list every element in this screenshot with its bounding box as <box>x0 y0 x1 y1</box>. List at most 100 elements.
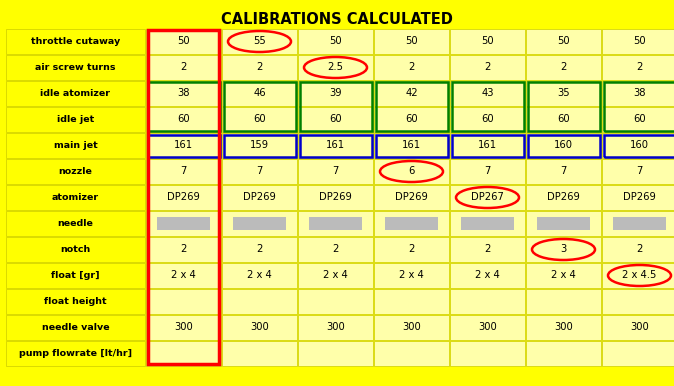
Bar <box>537 217 590 230</box>
Bar <box>298 107 373 132</box>
Bar <box>6 29 145 54</box>
Bar <box>602 237 674 262</box>
Bar <box>450 341 525 366</box>
Bar <box>222 289 297 314</box>
Bar <box>146 29 221 54</box>
Text: 7: 7 <box>636 166 643 176</box>
Bar <box>374 81 449 106</box>
Bar <box>602 29 674 54</box>
Text: DP267: DP267 <box>471 193 504 203</box>
Bar <box>450 211 525 236</box>
Bar <box>450 107 525 132</box>
Text: 160: 160 <box>630 141 649 151</box>
Bar <box>374 211 449 236</box>
Bar <box>602 107 674 132</box>
Bar <box>6 263 145 288</box>
Bar <box>222 263 297 288</box>
Bar <box>6 315 145 340</box>
Bar <box>146 263 221 288</box>
Bar <box>298 29 373 54</box>
Text: idle jet: idle jet <box>57 115 94 124</box>
Text: throttle cutaway: throttle cutaway <box>31 37 120 46</box>
Text: 2 x 4.5: 2 x 4.5 <box>622 271 656 281</box>
Bar <box>526 263 601 288</box>
Text: 160: 160 <box>554 141 573 151</box>
Text: 300: 300 <box>478 322 497 332</box>
Text: 50: 50 <box>329 37 342 46</box>
Text: air screw turns: air screw turns <box>35 63 116 72</box>
Text: 300: 300 <box>630 322 649 332</box>
Bar <box>146 185 221 210</box>
Bar <box>526 185 601 210</box>
Text: 6: 6 <box>408 166 415 176</box>
Text: 60: 60 <box>481 115 494 125</box>
Text: notch: notch <box>61 245 90 254</box>
Bar <box>526 107 601 132</box>
Text: 39: 39 <box>329 88 342 98</box>
Text: 300: 300 <box>174 322 193 332</box>
Bar <box>146 315 221 340</box>
Bar <box>6 289 145 314</box>
Text: 2: 2 <box>560 63 567 73</box>
Text: CALIBRATIONS CALCULATED: CALIBRATIONS CALCULATED <box>221 12 453 27</box>
Bar <box>146 55 221 80</box>
Bar <box>298 263 373 288</box>
Text: 2.5: 2.5 <box>328 63 344 73</box>
Bar <box>146 237 221 262</box>
Bar <box>222 81 297 106</box>
Bar <box>6 55 145 80</box>
Bar <box>602 289 674 314</box>
Text: 2: 2 <box>181 244 187 254</box>
Text: 60: 60 <box>557 115 570 125</box>
Text: 2: 2 <box>408 244 415 254</box>
Bar <box>148 30 219 364</box>
Bar <box>374 159 449 184</box>
Bar <box>613 217 666 230</box>
Bar <box>222 211 297 236</box>
Bar <box>298 341 373 366</box>
Text: DP269: DP269 <box>547 193 580 203</box>
Text: 7: 7 <box>560 166 567 176</box>
Text: main jet: main jet <box>54 141 97 150</box>
Bar <box>298 81 373 106</box>
Text: needle valve: needle valve <box>42 323 109 332</box>
Text: 43: 43 <box>481 88 494 98</box>
Bar <box>222 29 297 54</box>
Text: needle: needle <box>57 219 94 228</box>
Bar <box>222 341 297 366</box>
Text: float [gr]: float [gr] <box>51 271 100 280</box>
Text: 2: 2 <box>636 244 643 254</box>
Bar <box>148 134 220 156</box>
Bar <box>146 133 221 158</box>
Text: 2 x 4: 2 x 4 <box>323 271 348 281</box>
Text: 2: 2 <box>332 244 339 254</box>
Bar <box>146 107 221 132</box>
Text: 35: 35 <box>557 88 570 98</box>
Bar <box>602 263 674 288</box>
Text: idle atomizer: idle atomizer <box>40 89 111 98</box>
Bar <box>374 289 449 314</box>
Text: 7: 7 <box>181 166 187 176</box>
Bar <box>526 55 601 80</box>
Bar <box>374 185 449 210</box>
Bar <box>222 159 297 184</box>
Text: 7: 7 <box>332 166 339 176</box>
Text: 300: 300 <box>402 322 421 332</box>
Bar <box>146 81 221 106</box>
Bar <box>461 217 514 230</box>
Text: 300: 300 <box>326 322 345 332</box>
Bar <box>374 341 449 366</box>
Text: 2 x 4: 2 x 4 <box>551 271 576 281</box>
Bar <box>375 134 448 156</box>
Text: 161: 161 <box>402 141 421 151</box>
Bar <box>526 81 601 106</box>
Bar <box>222 315 297 340</box>
Text: 161: 161 <box>174 141 193 151</box>
Bar <box>298 315 373 340</box>
Text: atomizer: atomizer <box>52 193 99 202</box>
Bar <box>602 341 674 366</box>
Text: 2 x 4: 2 x 4 <box>171 271 196 281</box>
Bar <box>222 133 297 158</box>
Bar <box>526 159 601 184</box>
Bar <box>602 315 674 340</box>
